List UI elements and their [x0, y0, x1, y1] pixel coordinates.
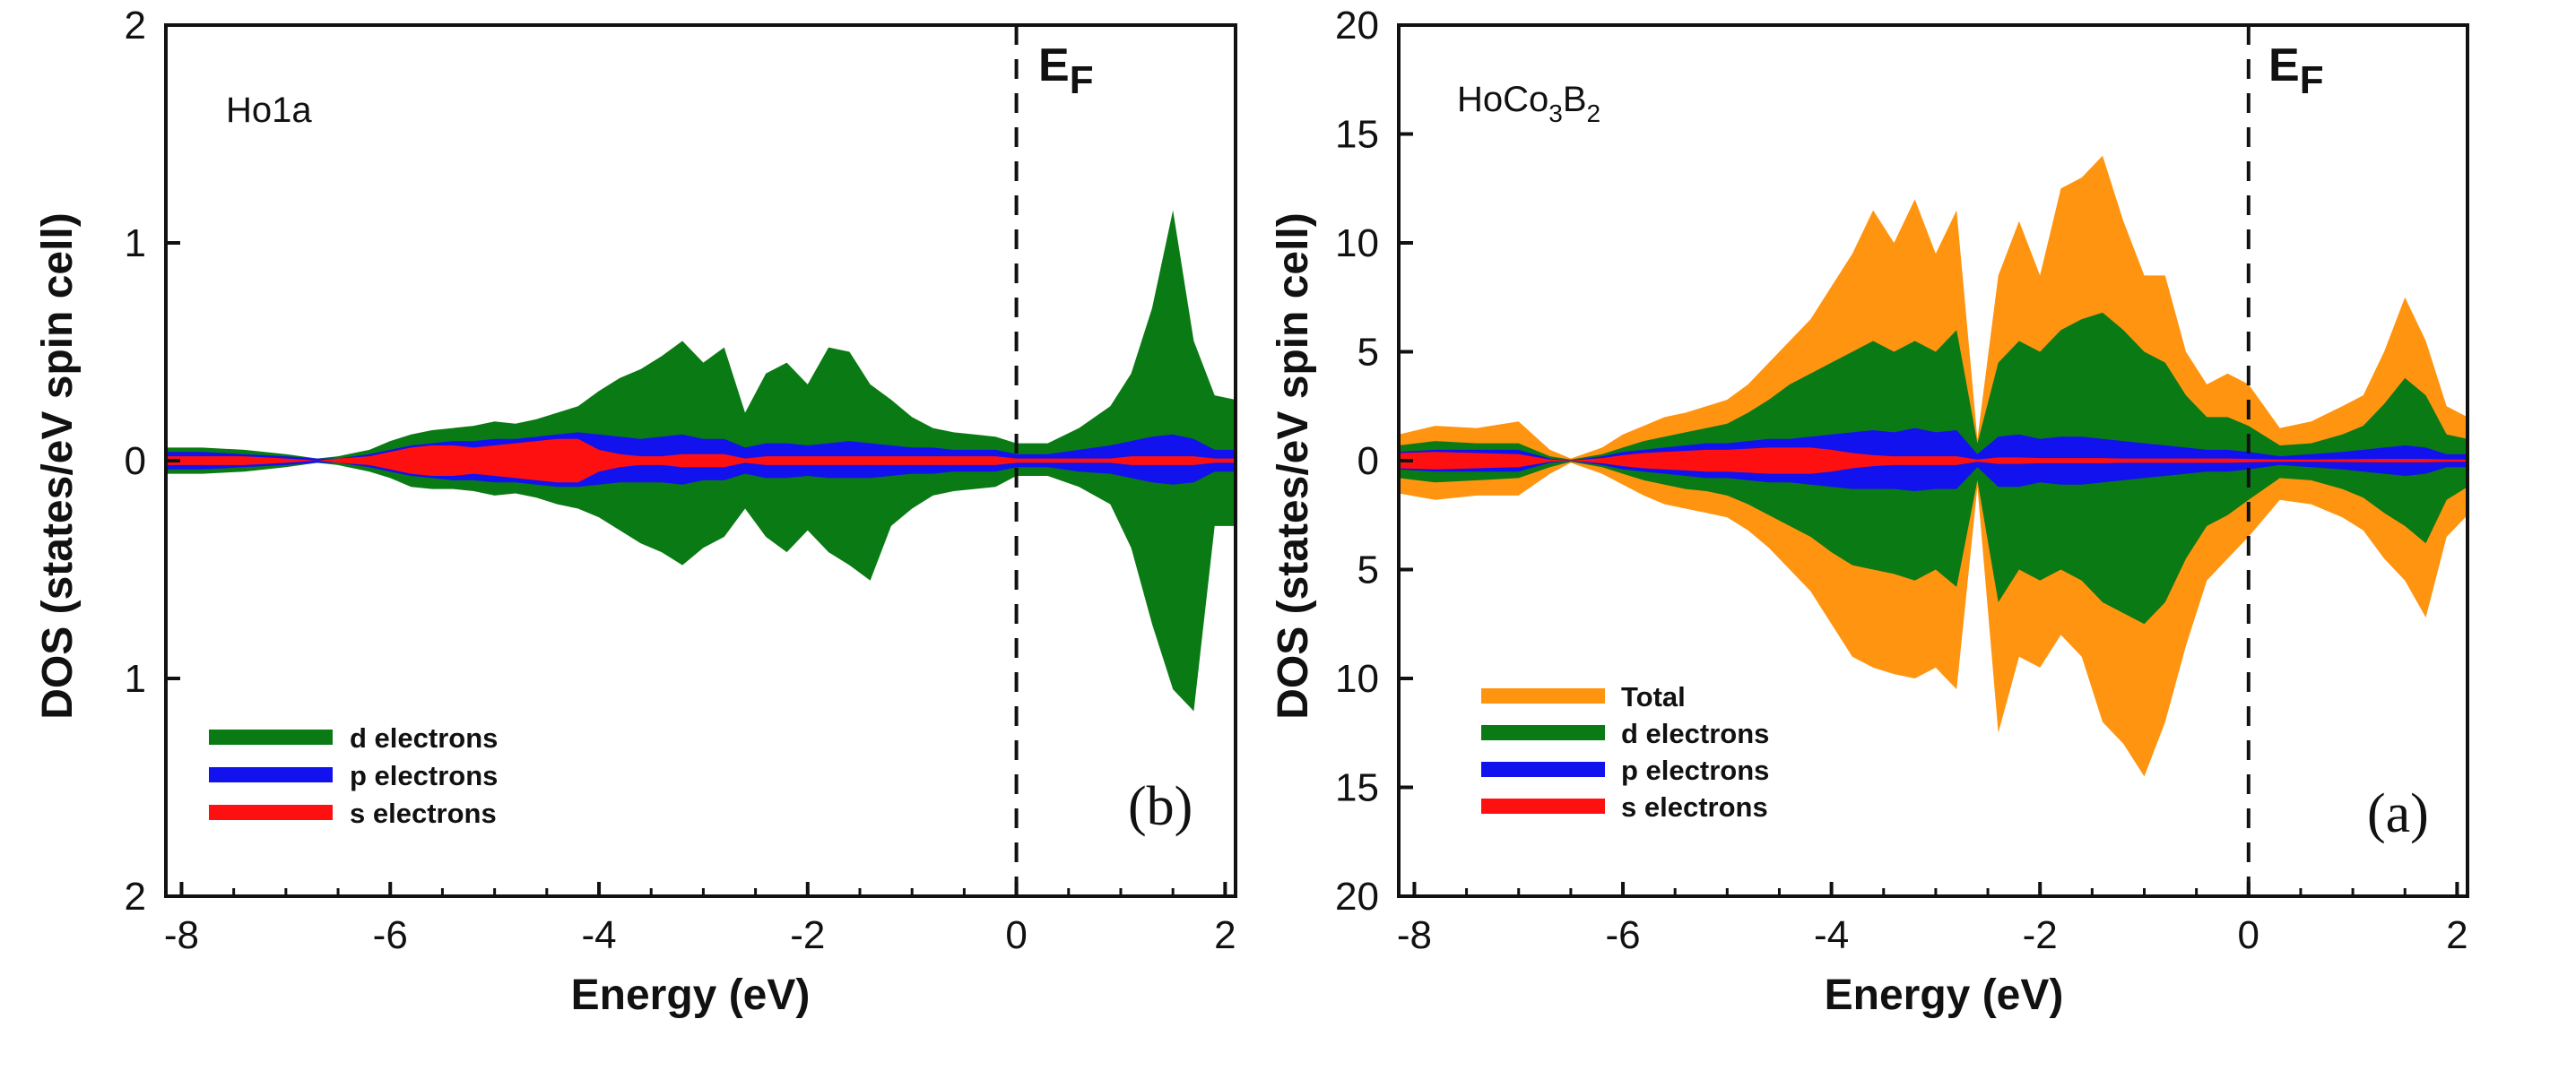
y-tick-label: 10: [1335, 657, 1379, 701]
legend-swatch-s: [209, 805, 333, 820]
y-tick-label: 20: [1335, 4, 1379, 48]
x-tick-label: -2: [790, 913, 825, 957]
legend-swatch-s: [1481, 799, 1605, 814]
y-axis-title: DOS (states/eV spin cell): [1270, 212, 1317, 720]
x-tick-label: -6: [373, 913, 408, 957]
dos-area-s: [166, 438, 1236, 483]
y-tick-label: 1: [125, 221, 146, 265]
legend-label-p: p electrons: [350, 760, 498, 791]
legend: Total d electrons p electrons s electron…: [1481, 681, 1769, 823]
legend-swatch-d: [1481, 725, 1605, 740]
x-tick-label: -4: [581, 913, 616, 957]
y-tick-label: 1: [125, 657, 146, 701]
x-axis-title: Energy (eV): [571, 972, 811, 1019]
inset-label: Ho1a: [226, 91, 312, 130]
dos-areas-b: [166, 210, 1236, 712]
y-tick-label: 2: [125, 875, 146, 919]
legend-label-s: s electrons: [1621, 791, 1768, 823]
x-tick-label: -6: [1605, 913, 1640, 957]
y-tick-label: 15: [1335, 766, 1379, 810]
x-tick-label: 0: [2238, 913, 2259, 957]
y-tick-label: 2: [125, 4, 146, 48]
ticks-a: -8 -6 -4 -2 0 2 20 15 10 5 0 5 10 15 20: [1335, 4, 2468, 957]
x-tick-label: -8: [1397, 913, 1432, 957]
legend-label-p: p electrons: [1621, 755, 1769, 786]
dos-areas-a: [1399, 155, 2468, 777]
x-tick-label: -2: [2023, 913, 2058, 957]
y-tick-label: 0: [125, 439, 146, 483]
legend-label-total: Total: [1621, 681, 1686, 713]
y-tick-label: 5: [1357, 548, 1379, 592]
y-axis-title: DOS (states/eV spin cell): [34, 212, 82, 720]
y-tick-label: 20: [1335, 875, 1379, 919]
x-tick-label: -4: [1814, 913, 1849, 957]
fermi-label: EF: [1038, 39, 1094, 102]
panel-label: (b): [1128, 776, 1193, 837]
legend-label-d: d electrons: [1621, 718, 1769, 749]
inset-label: HoCo3B2: [1457, 80, 1600, 127]
panel-label: (a): [2367, 783, 2429, 844]
y-tick-label: 10: [1335, 221, 1379, 265]
x-tick-label: 2: [1214, 913, 1236, 957]
fermi-label: EF: [2268, 39, 2324, 102]
dos-area-s: [1399, 447, 2468, 474]
legend: d electrons p electrons s electrons: [209, 722, 498, 829]
y-tick-label: 15: [1335, 113, 1379, 157]
x-tick-label: -8: [164, 913, 199, 957]
y-tick-label: 0: [1357, 439, 1379, 483]
legend-label-s: s electrons: [350, 798, 497, 829]
legend-label-d: d electrons: [350, 722, 498, 754]
x-axis-title: Energy (eV): [1825, 972, 2064, 1019]
chart-panel-b: -8 -6 -4 -2 0 2 2 1 0 1 2 Ho1a EF (b) d electrons …: [34, 4, 1237, 1019]
y-tick-label: 5: [1357, 331, 1379, 375]
chart-panel-a: -8 -6 -4 -2 0 2 20 15 10 5 0 5 10 15 20 HoCo3B2 EF (a)…: [1270, 4, 2469, 1019]
legend-swatch-d: [209, 730, 333, 745]
legend-swatch-p: [209, 767, 333, 782]
x-tick-label: 0: [1005, 913, 1027, 957]
legend-swatch-p: [1481, 762, 1605, 777]
x-tick-label: 2: [2446, 913, 2468, 957]
ticks-b: -8 -6 -4 -2 0 2 2 1 0 1 2: [125, 4, 1236, 957]
legend-swatch-total: [1481, 688, 1605, 704]
